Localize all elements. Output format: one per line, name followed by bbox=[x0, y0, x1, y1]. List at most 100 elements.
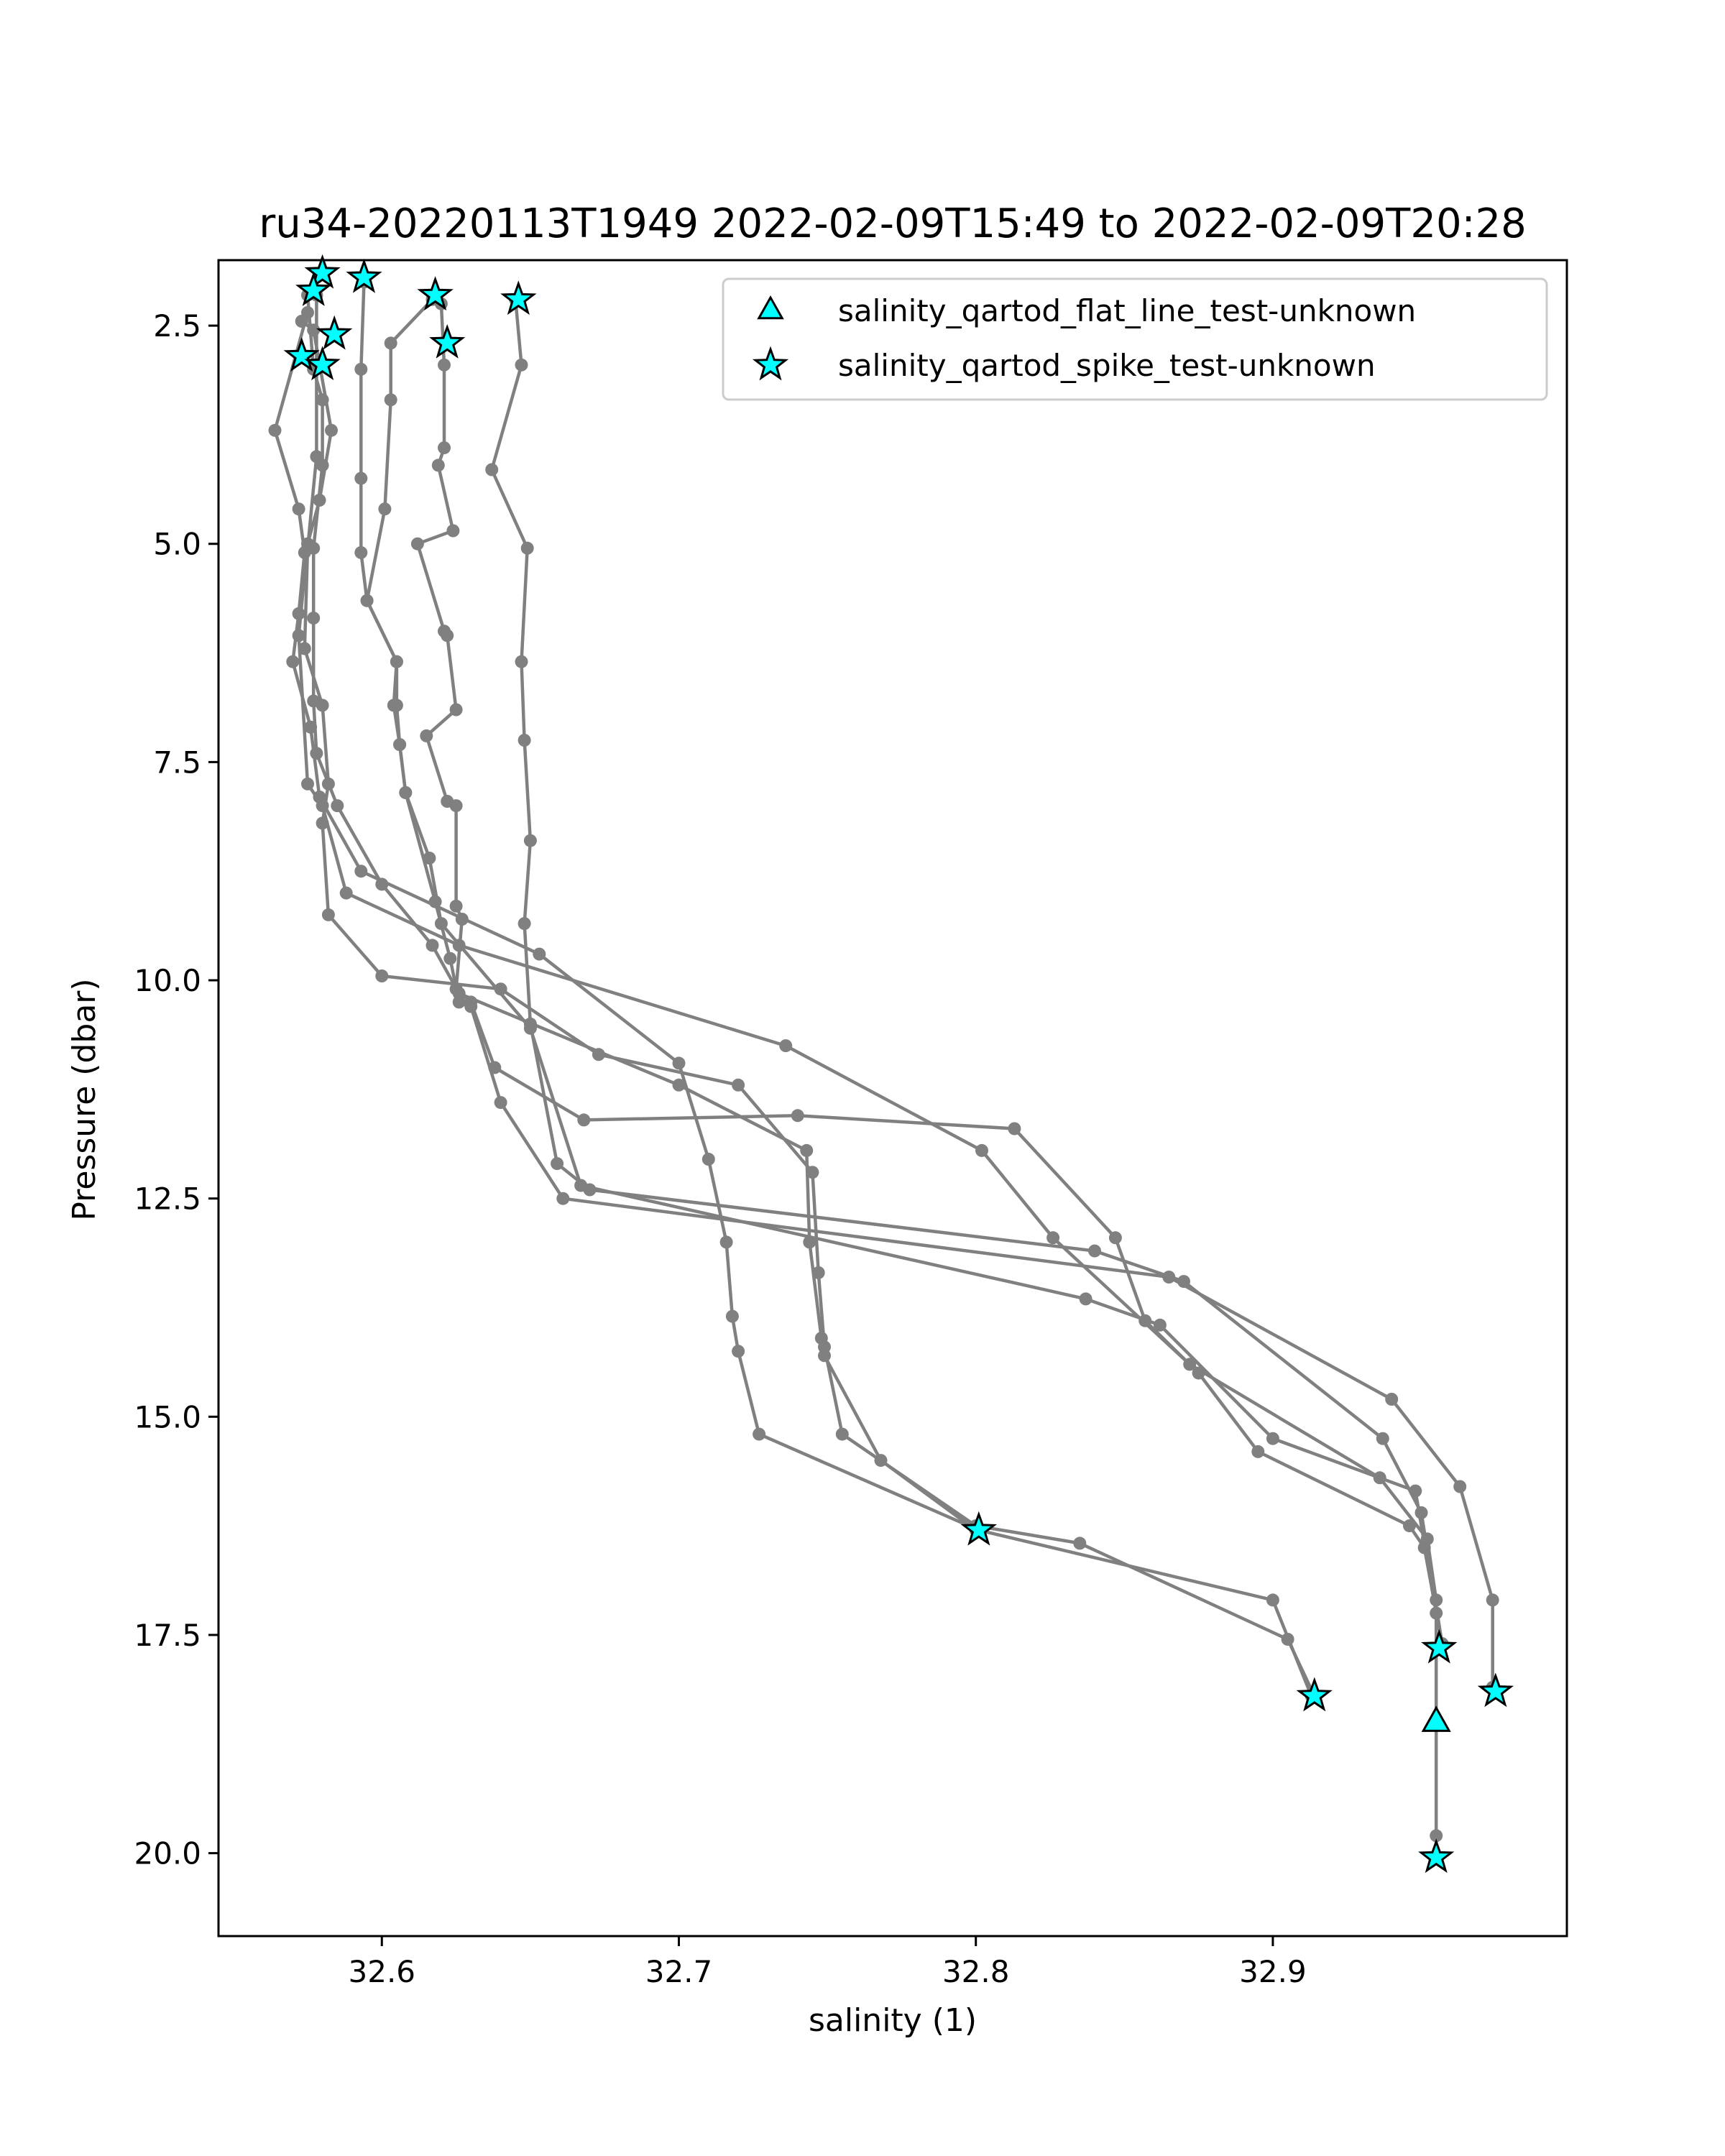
x-axis: 32.6 32.7 32.8 32.9 bbox=[349, 1936, 1307, 1989]
profile-point bbox=[1281, 1633, 1294, 1646]
profile-point bbox=[449, 982, 463, 996]
spike-flag-star bbox=[316, 315, 353, 350]
profile-point bbox=[390, 655, 403, 668]
profile-point bbox=[811, 1266, 825, 1279]
profile-point bbox=[1153, 1318, 1167, 1332]
profile-point bbox=[446, 524, 460, 538]
profile-point bbox=[1138, 1314, 1152, 1327]
profile-point bbox=[455, 913, 469, 926]
profile-point bbox=[410, 537, 424, 550]
profile-point bbox=[452, 939, 466, 952]
y-axis: 2.5 5.0 7.5 10.0 12.5 15.0 17.5 20.0 bbox=[134, 308, 218, 1871]
y-tick-label: 10.0 bbox=[134, 963, 201, 998]
profile-point bbox=[1430, 1606, 1443, 1620]
profile-point bbox=[1430, 1829, 1443, 1843]
profile-point bbox=[268, 423, 282, 437]
spike-flag-star bbox=[429, 323, 466, 359]
profile-point bbox=[301, 537, 314, 550]
profile-point bbox=[494, 1096, 507, 1110]
spike-flag-star bbox=[1421, 1628, 1458, 1664]
profile-point bbox=[420, 729, 433, 742]
profile-point bbox=[321, 777, 335, 791]
x-tick-label: 32.9 bbox=[1239, 1954, 1307, 1989]
profile-point bbox=[292, 607, 305, 620]
profile-point bbox=[449, 899, 463, 913]
profile-point bbox=[523, 834, 537, 847]
profile-point bbox=[702, 1153, 715, 1166]
profile-point bbox=[975, 1143, 988, 1157]
profile-point bbox=[719, 1235, 733, 1249]
profile-point bbox=[806, 1166, 819, 1179]
y-tick-label: 7.5 bbox=[153, 745, 201, 780]
profile-point bbox=[725, 1309, 739, 1323]
y-tick-label: 17.5 bbox=[134, 1618, 201, 1653]
profile-point bbox=[791, 1109, 804, 1123]
profile-point bbox=[360, 594, 374, 607]
profile-point bbox=[331, 799, 344, 813]
spike-flag-star bbox=[295, 272, 332, 306]
profile-point bbox=[556, 1192, 570, 1205]
profile-point bbox=[378, 502, 392, 516]
qartod-flags bbox=[283, 254, 1514, 1874]
profile-point bbox=[441, 629, 454, 642]
profile-point bbox=[1162, 1271, 1176, 1284]
profile-point bbox=[1192, 1366, 1205, 1380]
chart-title: ru34-20220113T1949 2022-02-09T15:49 to 2… bbox=[259, 201, 1526, 247]
profile-point bbox=[814, 1332, 828, 1345]
profile-point bbox=[520, 541, 534, 555]
profile-point bbox=[1088, 1244, 1101, 1258]
profile-point bbox=[1251, 1445, 1265, 1458]
profile-point bbox=[1385, 1393, 1399, 1406]
profile-point bbox=[1108, 1231, 1122, 1245]
profile-point bbox=[428, 895, 442, 908]
profile-point bbox=[592, 1048, 605, 1061]
spike-flag-star bbox=[304, 254, 341, 289]
profile-point bbox=[1373, 1471, 1386, 1485]
legend-entries: salinity_qartod_flat_line_test-unknownsa… bbox=[752, 293, 1416, 383]
profile-point bbox=[399, 786, 413, 799]
profile-point bbox=[1376, 1432, 1389, 1445]
spike-flag-star bbox=[283, 337, 320, 372]
spike-flag-star bbox=[417, 276, 454, 311]
y-tick-label: 5.0 bbox=[153, 527, 201, 562]
profile-point bbox=[438, 441, 451, 455]
x-tick-label: 32.7 bbox=[645, 1954, 713, 1989]
profile-point bbox=[488, 1061, 502, 1074]
profile-point bbox=[779, 1039, 793, 1053]
profile-point bbox=[818, 1349, 831, 1363]
profile-point bbox=[316, 799, 329, 813]
profile-point bbox=[874, 1454, 888, 1468]
spike-flag-star bbox=[960, 1511, 998, 1546]
spike-flag-star bbox=[346, 258, 382, 293]
profile-point bbox=[375, 877, 389, 891]
profile-point bbox=[1486, 1593, 1499, 1607]
profile-point bbox=[835, 1427, 849, 1441]
x-tick-label: 32.6 bbox=[349, 1954, 416, 1989]
profile-point bbox=[523, 1017, 537, 1031]
profile-point bbox=[354, 865, 368, 878]
profile-point bbox=[431, 459, 445, 472]
y-tick-label: 20.0 bbox=[134, 1836, 201, 1871]
profile-point bbox=[1266, 1593, 1279, 1607]
profile-point bbox=[1266, 1432, 1279, 1445]
profile-point bbox=[583, 1183, 597, 1197]
profile-point bbox=[304, 720, 318, 734]
profile-point bbox=[423, 852, 436, 865]
y-tick-label: 15.0 bbox=[134, 1399, 201, 1434]
y-tick-label: 12.5 bbox=[134, 1181, 201, 1217]
profile-point bbox=[518, 917, 531, 931]
profile-point bbox=[390, 699, 403, 712]
spike-flag-star bbox=[304, 346, 341, 381]
profile-point bbox=[672, 1056, 686, 1070]
profile-point bbox=[449, 799, 463, 813]
profile-point bbox=[1453, 1480, 1467, 1493]
profile-point bbox=[449, 703, 463, 717]
profile-point bbox=[1008, 1122, 1021, 1135]
profile-point bbox=[295, 315, 308, 328]
profile-point bbox=[316, 816, 329, 830]
spike-flag-star bbox=[1477, 1672, 1514, 1708]
profile-point bbox=[301, 777, 314, 791]
x-tick-label: 32.8 bbox=[942, 1954, 1010, 1989]
